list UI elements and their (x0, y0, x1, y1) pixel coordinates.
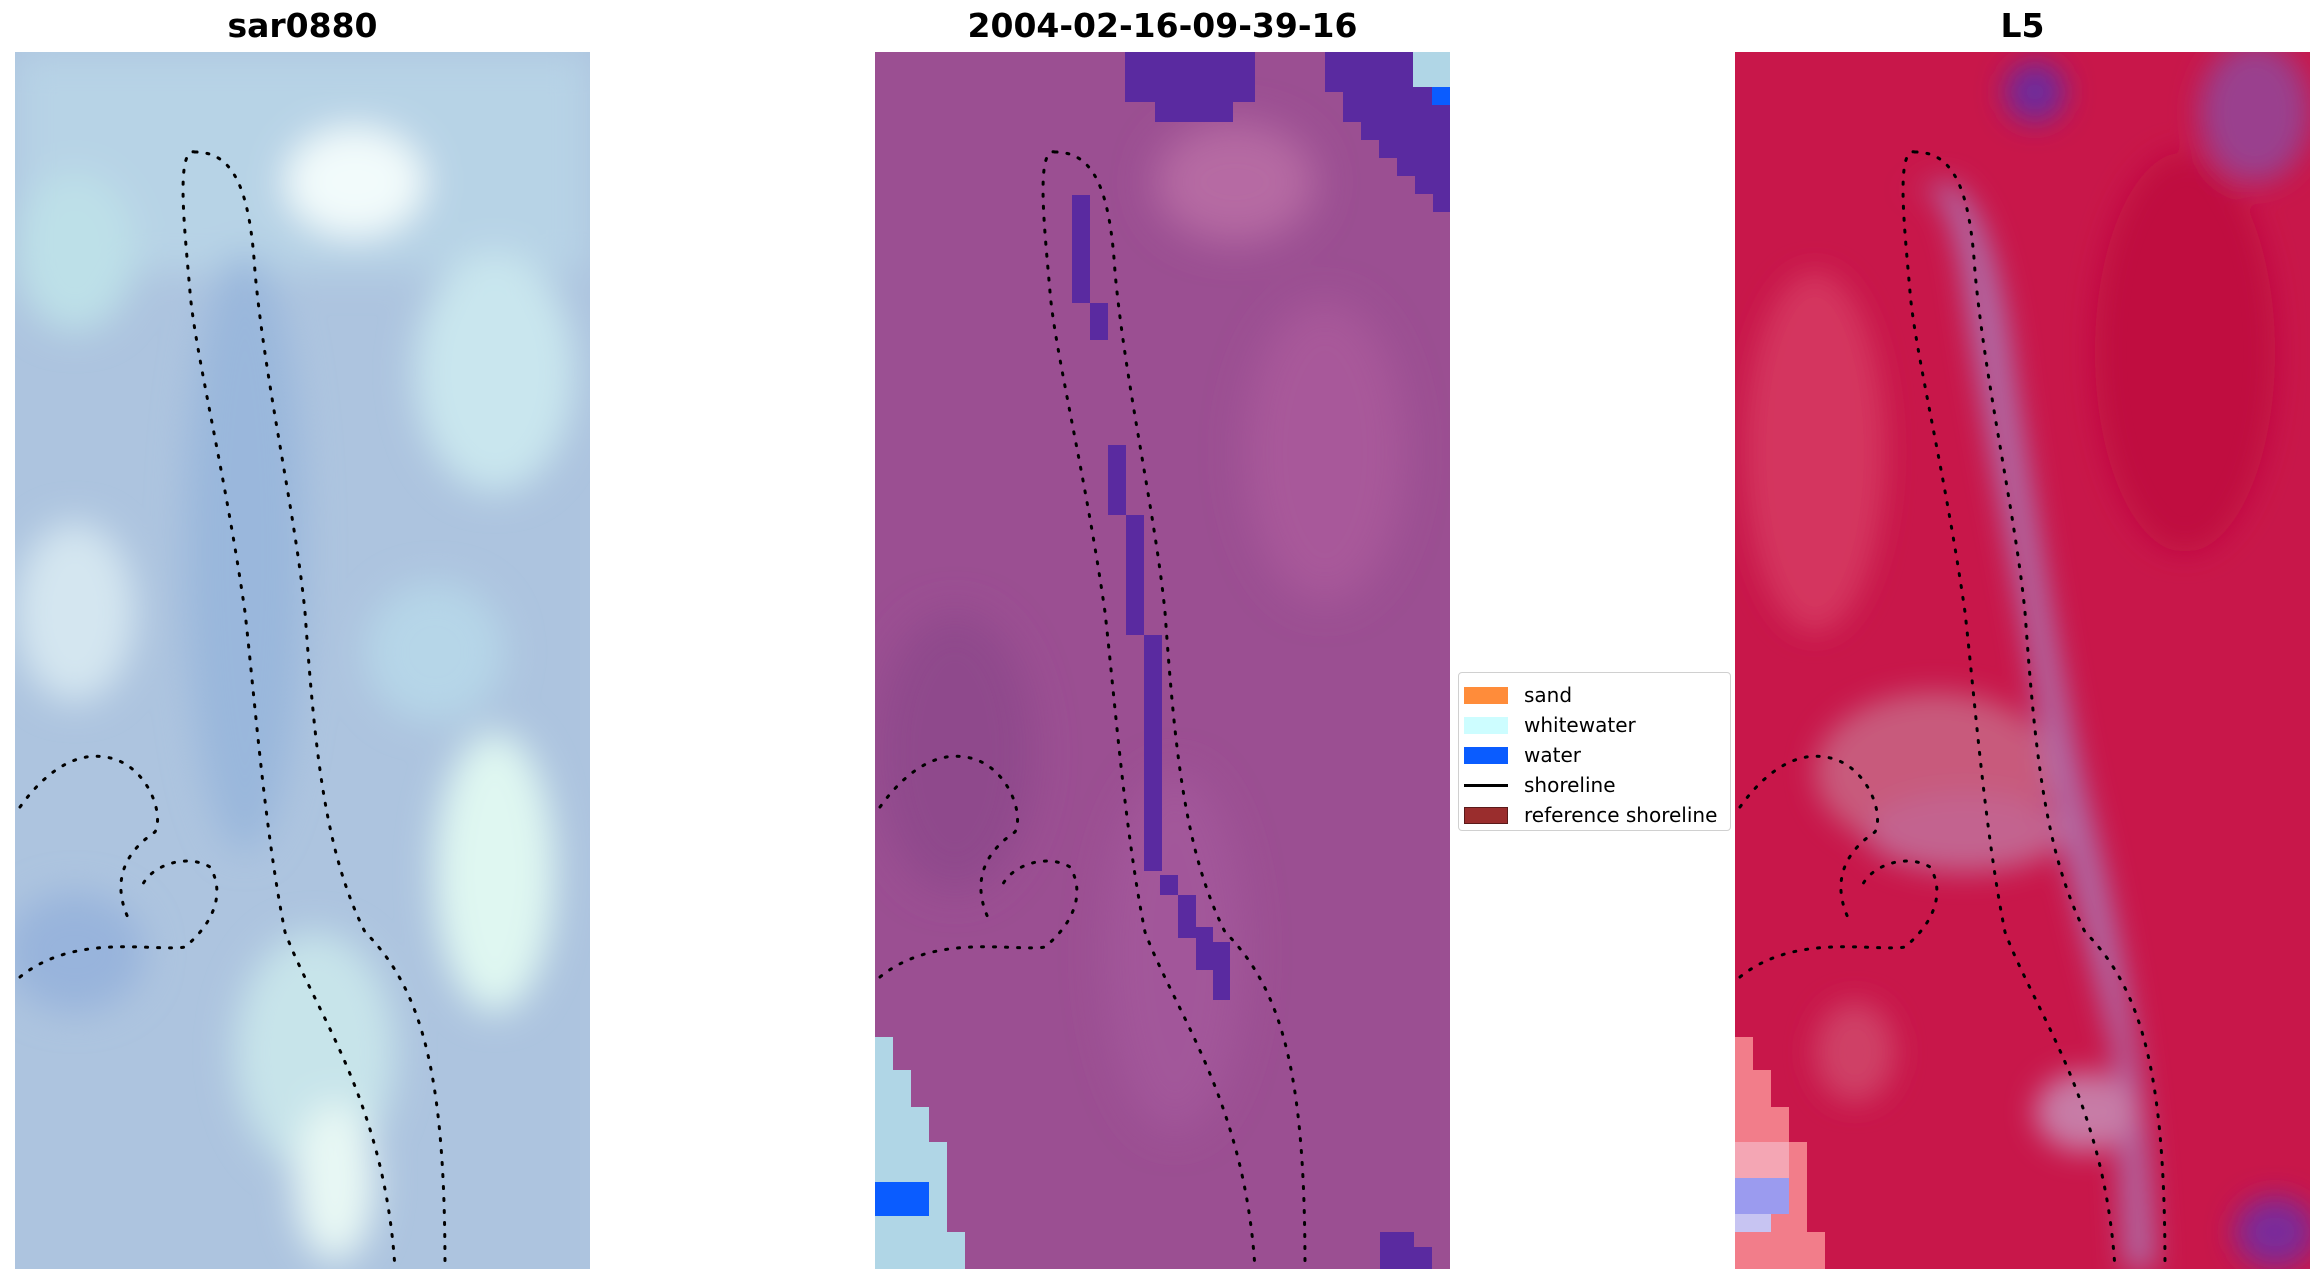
panel-title-1: sar0880 (227, 6, 378, 45)
reference-shoreline-swatch (1464, 806, 1508, 824)
image-panel-rgb (15, 52, 590, 1269)
legend-item-reference-shoreline: reference shoreline (1459, 803, 1730, 827)
legend-label-sand: sand (1524, 683, 1573, 707)
legend-item-shoreline: shoreline (1459, 773, 1730, 797)
panel-title-3: L5 (2000, 6, 2045, 45)
water-class-pixels (1072, 52, 1450, 1269)
shoreline-line-swatch (1464, 783, 1508, 787)
legend-label-water: water (1524, 743, 1581, 767)
legend: sand whitewater water shoreline referenc… (1458, 672, 1731, 831)
sand-swatch (1464, 686, 1508, 704)
shoreline-dots (18, 150, 447, 1269)
water-pixel (875, 1182, 929, 1216)
water-pixel (1432, 87, 1450, 105)
panel-title-2: 2004-02-16-09-39-16 (967, 6, 1358, 45)
legend-item-sand: sand (1459, 683, 1730, 707)
shoreline-dots (1738, 150, 2167, 1269)
whitewater-swatch (1464, 716, 1508, 734)
legend-label-shoreline: shoreline (1524, 773, 1616, 797)
water-swatch (1464, 746, 1508, 764)
shoreline-dots (878, 150, 1307, 1269)
legend-label-whitewater: whitewater (1524, 713, 1636, 737)
coastal-pixels (1735, 1037, 1825, 1269)
image-panel-classified (875, 52, 1450, 1269)
legend-item-water: water (1459, 743, 1730, 767)
legend-item-whitewater: whitewater (1459, 713, 1730, 737)
legend-label-reference-shoreline: reference shoreline (1524, 803, 1718, 827)
image-panel-l5 (1735, 52, 2310, 1269)
